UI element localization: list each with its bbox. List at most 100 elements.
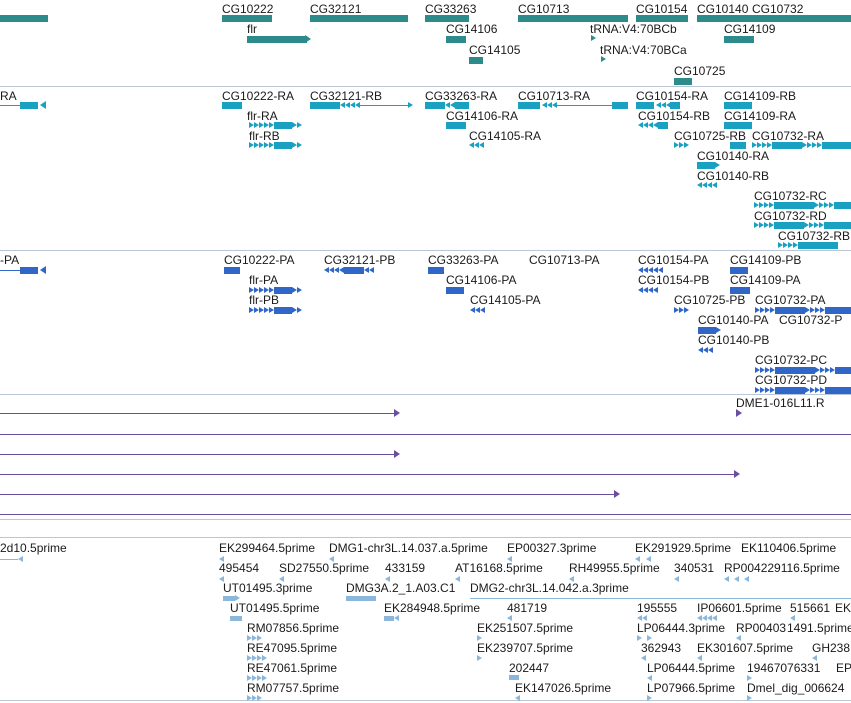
transcript-label[interactable]: CG14109-RB — [724, 89, 797, 103]
transcript-label[interactable]: CG14106-RA — [446, 109, 519, 123]
est-label[interactable]: LP06444.5prime — [647, 661, 736, 675]
transcript-label[interactable]: RA — [0, 89, 17, 103]
gene-label[interactable]: CG10140 — [697, 2, 749, 16]
protein-label[interactable]: CG10732-PD — [755, 373, 828, 387]
transcript-label[interactable]: CG33263-RA — [425, 89, 498, 103]
protein-label[interactable]: CG10154-PB — [638, 273, 710, 287]
transcript-label[interactable]: CG10732-RD — [754, 209, 827, 223]
est-label[interactable]: RE47095.5prime — [247, 641, 338, 655]
est-label[interactable]: LP06444.3prime — [637, 621, 726, 635]
est-label[interactable]: GH238 — [812, 641, 851, 655]
protein-label[interactable]: CG10732-PA — [755, 293, 826, 307]
transcript-label[interactable]: CG14109-RA — [724, 109, 797, 123]
transcript-label[interactable]: CG10154-RB — [638, 109, 711, 123]
protein-label[interactable]: CG10140-PB — [698, 333, 770, 347]
transcript-label[interactable]: CG14105-RA — [469, 129, 542, 143]
est-label[interactable]: 2d10.5prime — [0, 541, 67, 555]
transcript-label[interactable]: CG10725-RB — [674, 129, 747, 143]
protein-label[interactable]: -PA — [0, 253, 20, 267]
est-label[interactable]: DMG3A.2_1.A03.C1 — [346, 581, 456, 595]
transcript-label[interactable]: CG10732-RA — [752, 129, 825, 143]
protein-label[interactable]: CG10713-PA — [529, 253, 600, 267]
transcript-label[interactable]: CG10154-RA — [636, 89, 709, 103]
est-label[interactable]: EK301607.5prime — [697, 641, 794, 655]
est-label[interactable]: AT16168.5prime — [455, 561, 543, 575]
transcript-label[interactable]: CG10140-RB — [697, 169, 770, 183]
protein-label[interactable]: CG10725-PB — [674, 293, 746, 307]
protein-label[interactable]: CG10140-PA — [698, 313, 769, 327]
clone-label[interactable]: DME1-016L11.R — [736, 396, 825, 410]
est-label[interactable]: DMG2-chr3L.14.042.a.3prime — [470, 581, 629, 595]
est-label[interactable]: EK110406.5prime — [741, 541, 837, 555]
protein-label[interactable]: CG14106-PA — [446, 273, 517, 287]
est-label[interactable]: EK291929.5prime — [635, 541, 732, 555]
est-label[interactable]: EK — [835, 601, 851, 615]
est-label[interactable]: EK147026.5prime — [515, 681, 612, 695]
est-label[interactable]: 362943 — [641, 641, 682, 655]
est-label[interactable]: RM07757.5prime — [247, 681, 340, 695]
est-label[interactable]: Dmel_dig_006624 — [747, 681, 845, 695]
gene-label[interactable]: CG10732 — [752, 2, 804, 16]
est-label[interactable]: EK251507.5prime — [477, 621, 574, 635]
est-label[interactable]: EP00327.3prime — [507, 541, 597, 555]
est-label[interactable]: EP — [836, 661, 851, 675]
est-label[interactable]: DMG1-chr3L.14.037.a.5prime — [329, 541, 488, 555]
est-label[interactable]: 433159 — [385, 561, 426, 575]
est-label[interactable]: 515661 — [790, 601, 831, 615]
transcript-label[interactable]: flr-RA — [247, 109, 278, 123]
est-label[interactable]: 195555 — [637, 601, 678, 615]
protein-label[interactable]: flr-PA — [249, 273, 279, 287]
gene-label[interactable]: tRNA:V4:70BCa — [600, 43, 687, 57]
transcript-label[interactable]: flr-RB — [249, 129, 280, 143]
est-label[interactable]: SD27550.5prime — [279, 561, 370, 575]
est-label[interactable]: 481719 — [507, 601, 548, 615]
protein-label[interactable]: CG33263-PA — [428, 253, 499, 267]
gene-label[interactable]: CG10154 — [636, 2, 688, 16]
chevron-right-icon — [249, 142, 254, 148]
est-label[interactable]: RM07856.5prime — [247, 621, 340, 635]
protein-label[interactable]: CG10154-PA — [638, 253, 709, 267]
est-label[interactable]: RH49955.5prime — [569, 561, 660, 575]
transcript-label[interactable]: CG32121-RB — [310, 89, 383, 103]
est-label[interactable]: 202447 — [509, 661, 550, 675]
protein-label[interactable]: flr-PB — [249, 293, 279, 307]
gene-label[interactable]: CG33263 — [425, 2, 477, 16]
gene-label[interactable]: flr — [247, 22, 257, 36]
est-label[interactable]: RP00403 — [736, 621, 787, 635]
transcript-label[interactable]: CG10222-RA — [222, 89, 295, 103]
gene-label[interactable]: CG10222 — [222, 2, 274, 16]
est-label[interactable]: 19467076331 — [747, 661, 821, 675]
strand-arrow-icon — [747, 695, 752, 701]
gene-label[interactable]: tRNA:V4:70BCb — [590, 22, 677, 36]
protein-label[interactable]: CG14109-PA — [730, 273, 801, 287]
transcript-label[interactable]: CG10732-RC — [754, 189, 827, 203]
est-label[interactable]: RP004229116.5prime — [724, 561, 840, 575]
gene-label[interactable]: CG10713 — [518, 2, 570, 16]
gene-label[interactable]: CG32121 — [310, 2, 362, 16]
protein-label[interactable]: CG10222-PA — [224, 253, 295, 267]
gene-label[interactable]: CG14105 — [469, 43, 521, 57]
est-label[interactable]: 340531 — [674, 561, 715, 575]
protein-label[interactable]: CG10732-PC — [755, 353, 828, 367]
gene-label[interactable]: CG10725 — [674, 64, 726, 78]
gene-label[interactable]: CG14106 — [446, 22, 498, 36]
protein-label[interactable]: CG14109-PB — [730, 253, 802, 267]
est-label[interactable]: EK299464.5prime — [219, 541, 316, 555]
est-label[interactable]: EK239707.5prime — [477, 641, 574, 655]
transcript-label[interactable]: CG10732-RB — [778, 229, 851, 243]
gene-label[interactable]: CG14109 — [724, 22, 776, 36]
protein-label[interactable]: CG10732-P — [779, 313, 843, 327]
protein-label[interactable]: CG14105-PA — [470, 293, 541, 307]
est-label[interactable]: RE47061.5prime — [247, 661, 338, 675]
est-label[interactable]: 495454 — [219, 561, 260, 575]
est-label[interactable]: UT01495.3prime — [223, 581, 313, 595]
transcript-label[interactable]: CG10713-RA — [518, 89, 591, 103]
est-label[interactable]: LP07966.5prime — [647, 681, 736, 695]
est-label[interactable]: UT01495.5prime — [230, 601, 320, 615]
est-label[interactable]: 1491.5prime — [787, 621, 851, 635]
est-label[interactable]: IP06601.5prime — [697, 601, 782, 615]
clone-end-arrow-icon — [736, 409, 742, 417]
est-label[interactable]: EK284948.5prime — [384, 601, 481, 615]
protein-label[interactable]: CG32121-PB — [324, 253, 396, 267]
transcript-label[interactable]: CG10140-RA — [697, 149, 770, 163]
